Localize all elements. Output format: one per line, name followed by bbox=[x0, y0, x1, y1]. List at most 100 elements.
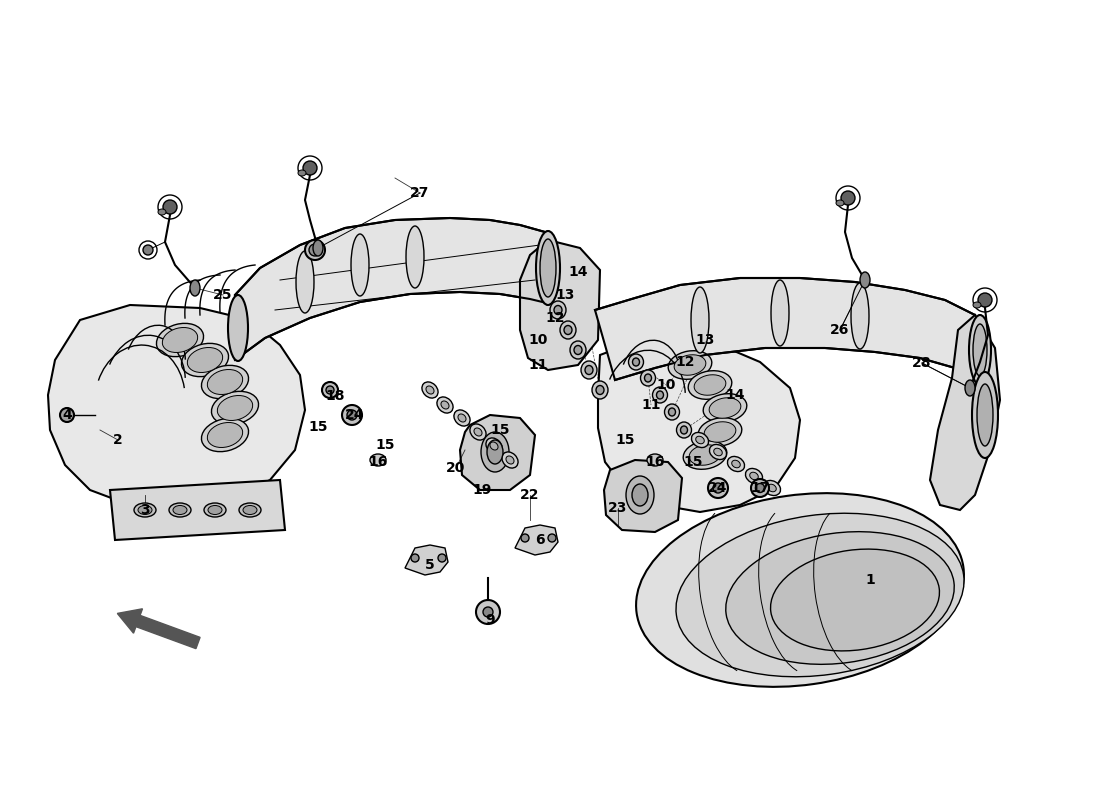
Ellipse shape bbox=[342, 405, 362, 425]
Ellipse shape bbox=[502, 452, 518, 468]
Ellipse shape bbox=[422, 382, 438, 398]
Polygon shape bbox=[604, 460, 682, 532]
Ellipse shape bbox=[626, 476, 654, 514]
Circle shape bbox=[411, 554, 419, 562]
Text: 17: 17 bbox=[750, 481, 770, 495]
Ellipse shape bbox=[458, 414, 466, 422]
Ellipse shape bbox=[710, 398, 741, 418]
Ellipse shape bbox=[506, 456, 514, 464]
Ellipse shape bbox=[208, 506, 222, 514]
Ellipse shape bbox=[703, 394, 747, 422]
Circle shape bbox=[842, 191, 855, 205]
Ellipse shape bbox=[751, 479, 769, 497]
Text: 13: 13 bbox=[556, 288, 574, 302]
Text: 22: 22 bbox=[520, 488, 540, 502]
Text: 12: 12 bbox=[546, 311, 564, 325]
Text: 24: 24 bbox=[345, 408, 365, 422]
Circle shape bbox=[483, 607, 493, 617]
Ellipse shape bbox=[657, 391, 663, 399]
Text: 4: 4 bbox=[62, 408, 72, 422]
Ellipse shape bbox=[204, 503, 226, 517]
Ellipse shape bbox=[768, 484, 777, 492]
Text: 9: 9 bbox=[485, 613, 495, 627]
Ellipse shape bbox=[474, 428, 482, 436]
Circle shape bbox=[302, 161, 317, 175]
Circle shape bbox=[476, 600, 501, 624]
Ellipse shape bbox=[309, 244, 321, 256]
Ellipse shape bbox=[750, 472, 758, 480]
Ellipse shape bbox=[581, 361, 597, 379]
Circle shape bbox=[521, 534, 529, 542]
Ellipse shape bbox=[676, 422, 692, 438]
Ellipse shape bbox=[326, 386, 334, 394]
Ellipse shape bbox=[965, 380, 975, 396]
Ellipse shape bbox=[732, 460, 740, 468]
Polygon shape bbox=[235, 218, 556, 360]
Ellipse shape bbox=[972, 372, 998, 458]
Ellipse shape bbox=[628, 354, 643, 370]
Ellipse shape bbox=[710, 445, 726, 459]
Text: 12: 12 bbox=[675, 355, 695, 369]
Text: 27: 27 bbox=[410, 186, 430, 200]
Ellipse shape bbox=[570, 341, 586, 359]
Ellipse shape bbox=[746, 469, 762, 483]
Text: 19: 19 bbox=[472, 483, 492, 497]
Ellipse shape bbox=[487, 440, 503, 464]
Ellipse shape bbox=[239, 503, 261, 517]
Polygon shape bbox=[48, 305, 305, 510]
Text: 15: 15 bbox=[683, 455, 703, 469]
Text: 14: 14 bbox=[725, 388, 745, 402]
Ellipse shape bbox=[322, 382, 338, 398]
Ellipse shape bbox=[470, 424, 486, 440]
Ellipse shape bbox=[138, 506, 152, 514]
Ellipse shape bbox=[134, 503, 156, 517]
Ellipse shape bbox=[207, 422, 243, 447]
Ellipse shape bbox=[698, 418, 741, 446]
Text: 11: 11 bbox=[528, 358, 548, 372]
Text: 16: 16 bbox=[368, 455, 387, 469]
Text: 6: 6 bbox=[536, 533, 544, 547]
Ellipse shape bbox=[486, 438, 502, 454]
Ellipse shape bbox=[681, 426, 688, 434]
Circle shape bbox=[163, 200, 177, 214]
Ellipse shape bbox=[689, 445, 720, 466]
Polygon shape bbox=[598, 338, 800, 512]
Ellipse shape bbox=[974, 324, 987, 376]
Ellipse shape bbox=[560, 321, 576, 339]
Text: 14: 14 bbox=[569, 265, 587, 279]
Polygon shape bbox=[520, 240, 600, 370]
Ellipse shape bbox=[692, 433, 708, 447]
FancyArrow shape bbox=[118, 609, 200, 649]
Ellipse shape bbox=[564, 326, 572, 334]
Ellipse shape bbox=[169, 503, 191, 517]
Ellipse shape bbox=[851, 283, 869, 349]
Ellipse shape bbox=[669, 408, 675, 416]
Text: 28: 28 bbox=[912, 356, 932, 370]
Ellipse shape bbox=[201, 366, 249, 398]
Ellipse shape bbox=[173, 506, 187, 514]
Ellipse shape bbox=[636, 493, 964, 687]
Text: 24: 24 bbox=[708, 481, 728, 495]
Ellipse shape bbox=[756, 483, 764, 493]
Ellipse shape bbox=[346, 410, 358, 420]
Circle shape bbox=[60, 408, 74, 422]
Ellipse shape bbox=[351, 234, 369, 296]
Ellipse shape bbox=[536, 231, 560, 305]
Ellipse shape bbox=[694, 374, 726, 395]
Ellipse shape bbox=[207, 370, 243, 394]
Ellipse shape bbox=[481, 432, 509, 472]
Ellipse shape bbox=[771, 280, 789, 346]
Ellipse shape bbox=[969, 315, 991, 385]
Ellipse shape bbox=[406, 226, 424, 288]
Text: 1: 1 bbox=[865, 573, 874, 587]
Ellipse shape bbox=[182, 343, 229, 377]
Text: 13: 13 bbox=[695, 333, 715, 347]
Text: 25: 25 bbox=[213, 288, 233, 302]
Ellipse shape bbox=[770, 549, 939, 651]
Text: 3: 3 bbox=[140, 503, 150, 517]
Ellipse shape bbox=[974, 302, 981, 308]
Polygon shape bbox=[405, 545, 448, 575]
Ellipse shape bbox=[554, 306, 562, 314]
Text: 15: 15 bbox=[615, 433, 635, 447]
Ellipse shape bbox=[454, 410, 470, 426]
